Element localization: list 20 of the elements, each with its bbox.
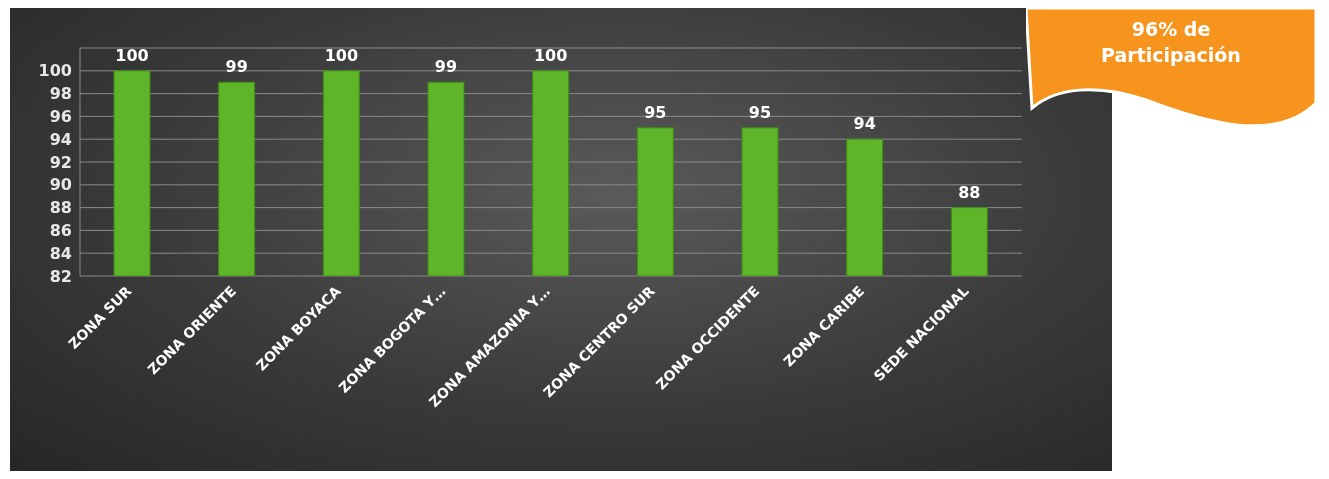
y-tick-label: 90 bbox=[49, 175, 72, 195]
data-label: 99 bbox=[434, 57, 458, 77]
data-label: 100 bbox=[115, 45, 149, 65]
data-label: 95 bbox=[748, 102, 772, 122]
y-tick-label: 94 bbox=[49, 129, 72, 149]
data-label: 100 bbox=[324, 45, 359, 65]
data-label: 94 bbox=[853, 114, 876, 134]
y-tick-label: 82 bbox=[49, 266, 72, 286]
y-tick-label: 86 bbox=[49, 221, 72, 241]
data-label: 100 bbox=[533, 45, 568, 65]
y-tick-label: 88 bbox=[49, 198, 72, 218]
y-tick-label: 92 bbox=[49, 152, 72, 172]
y-tick-label: 96 bbox=[49, 107, 72, 127]
text: 96% de Participación bbox=[1100, 17, 1242, 68]
y-tick-label: 84 bbox=[49, 243, 72, 263]
data-label: 99 bbox=[225, 57, 248, 77]
y-tick-label: 98 bbox=[49, 84, 72, 104]
data-label: 95 bbox=[644, 102, 667, 122]
data-label: 88 bbox=[958, 182, 981, 202]
y-tick-label: 100 bbox=[38, 61, 72, 81]
